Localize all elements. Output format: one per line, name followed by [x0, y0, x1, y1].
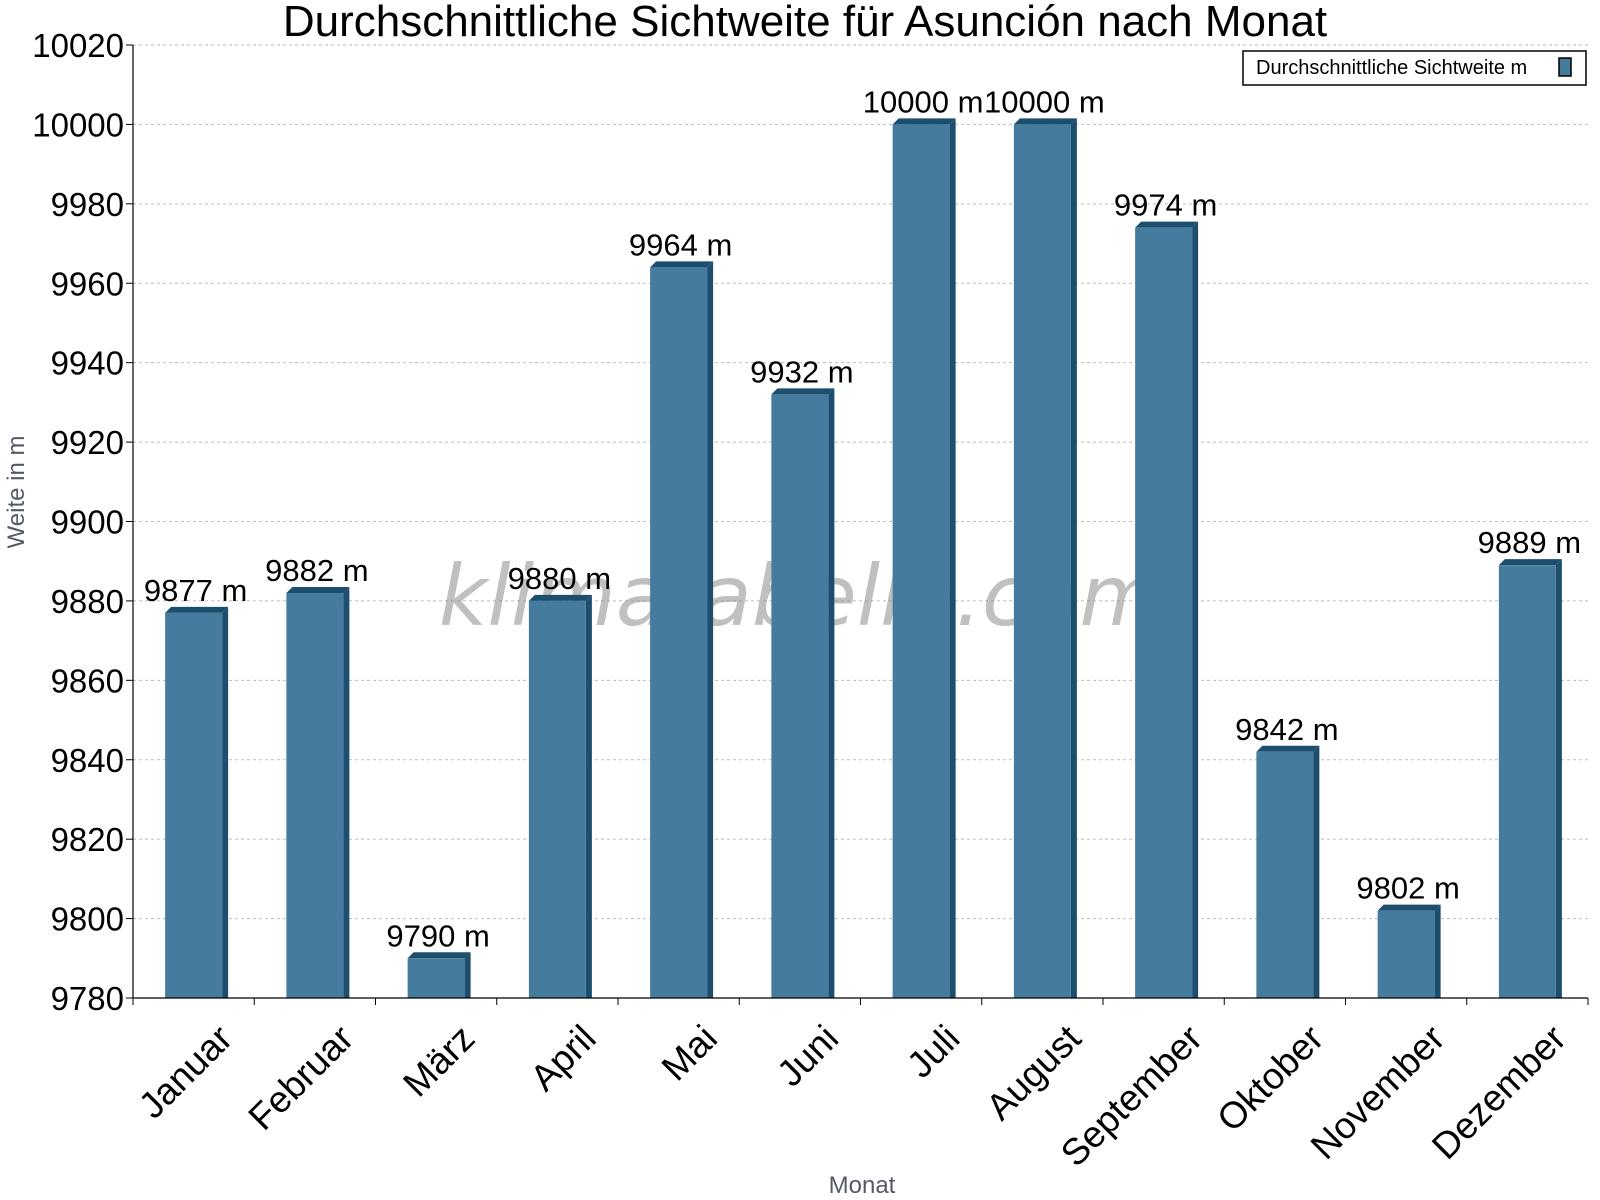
bar-side: [1555, 559, 1562, 998]
data-label: 9964 m: [629, 227, 732, 262]
bar: [1377, 904, 1441, 998]
y-tick-label: 9920: [51, 424, 124, 461]
bar: [407, 952, 471, 998]
bar-top: [1135, 221, 1199, 228]
bar-side: [464, 952, 471, 998]
data-label: 9932 m: [750, 354, 853, 389]
bar-face: [771, 394, 829, 998]
data-label: 9889 m: [1478, 525, 1581, 560]
data-label: 9882 m: [265, 553, 368, 588]
y-tick-label: 9960: [51, 265, 124, 302]
axes: [126, 44, 1589, 1005]
y-tick-label: 9880: [51, 583, 124, 620]
bar-side: [1434, 904, 1441, 998]
x-tick-label: Februar: [241, 1017, 362, 1138]
data-label: 9880 m: [508, 561, 611, 596]
bar-top: [1377, 904, 1441, 911]
bar-top: [1498, 559, 1562, 566]
x-axis-title: Monat: [829, 1172, 896, 1199]
x-tick-label: Oktober: [1209, 1017, 1331, 1139]
y-tick-label: 9900: [51, 504, 124, 541]
y-tick-label: 9980: [51, 186, 124, 223]
legend-swatch: [1558, 57, 1572, 77]
bar: [771, 388, 835, 998]
y-tick-label: 9820: [51, 821, 124, 858]
x-tick-label: Dezember: [1424, 1017, 1574, 1167]
bar-top: [1013, 118, 1077, 125]
bar-top: [650, 261, 714, 268]
bar: [165, 606, 229, 998]
y-tick-label: 10020: [32, 27, 124, 64]
data-label: 9842 m: [1235, 712, 1338, 747]
bar-face: [165, 612, 223, 998]
bar-face: [1256, 751, 1314, 998]
y-axis-title: Weite in m: [3, 436, 30, 549]
bar: [286, 586, 350, 998]
bar-face: [528, 600, 586, 998]
y-tick-label: 10000: [32, 106, 124, 143]
bar-side: [707, 261, 714, 998]
y-tick-label: 9860: [51, 662, 124, 699]
x-tick-label: Januar: [131, 1017, 240, 1126]
bar: [1135, 221, 1199, 999]
legend-box: [1242, 50, 1587, 86]
bar: [1256, 745, 1320, 998]
y-tick-label: 9780: [51, 980, 124, 1017]
y-tick-label: 9940: [51, 345, 124, 382]
x-tick-labels: Januar Februar März April Mai Juni Juli AugustS…: [131, 1017, 1574, 1174]
bar-side: [828, 388, 835, 998]
data-label: 9974 m: [1114, 188, 1217, 223]
bar-top: [407, 952, 471, 959]
bar-top: [165, 606, 229, 613]
bar-face: [407, 958, 465, 998]
data-labels: 9877 m 9882 m 9790 m 9880 m 9964 m 9932 m 1000…: [144, 84, 1581, 953]
data-label: 10000 m: [863, 84, 984, 119]
grid-lines: [133, 44, 1588, 920]
bar-top: [286, 586, 350, 593]
bars: [165, 118, 1562, 999]
bar-top: [1256, 745, 1320, 752]
data-label: 10000 m: [984, 84, 1105, 119]
bar-side: [1313, 745, 1320, 998]
bar-top: [771, 388, 835, 395]
x-tick-label: August: [978, 1017, 1089, 1128]
y-tick-label: 9840: [51, 742, 124, 779]
data-label: 9790 m: [386, 918, 489, 953]
bar-side: [222, 606, 229, 998]
y-tick-label: 9800: [51, 901, 124, 938]
bar-face: [1135, 227, 1193, 999]
bar-face: [650, 267, 708, 998]
bar: [892, 118, 956, 998]
x-tick-label: März: [395, 1017, 482, 1104]
bar: [528, 594, 592, 998]
bar: [1013, 118, 1077, 998]
bar: [1498, 559, 1562, 998]
data-label: 9877 m: [144, 573, 247, 608]
bar-side: [1192, 221, 1199, 999]
bar-side: [949, 118, 956, 998]
legend-label: Durchschnittliche Sichtweite m: [1256, 57, 1527, 79]
bar-face: [892, 124, 950, 998]
bar-side: [585, 594, 592, 998]
bar-top: [528, 594, 592, 601]
x-tick-label: Juni: [769, 1017, 846, 1094]
bar: [650, 261, 714, 998]
chart-title: Durchschnittliche Sichtweite für Asunció…: [283, 0, 1327, 46]
bar-side: [1070, 118, 1077, 998]
x-tick-label: Mai: [654, 1017, 725, 1088]
bar-top: [892, 118, 956, 125]
bar-side: [343, 586, 350, 998]
y-tick-labels: 9780 9800 9820 9840 9860 9880 9900 9920 9940 9960…: [32, 27, 124, 1017]
bar-face: [1013, 124, 1071, 998]
bar-face: [1377, 910, 1435, 998]
x-tick-label: Juli: [899, 1017, 967, 1085]
x-tick-label: April: [522, 1017, 603, 1098]
bar-face: [1498, 565, 1556, 998]
data-label: 9802 m: [1356, 871, 1459, 906]
legend: Durchschnittliche Sichtweite m: [1242, 50, 1587, 86]
bar-face: [286, 592, 344, 998]
